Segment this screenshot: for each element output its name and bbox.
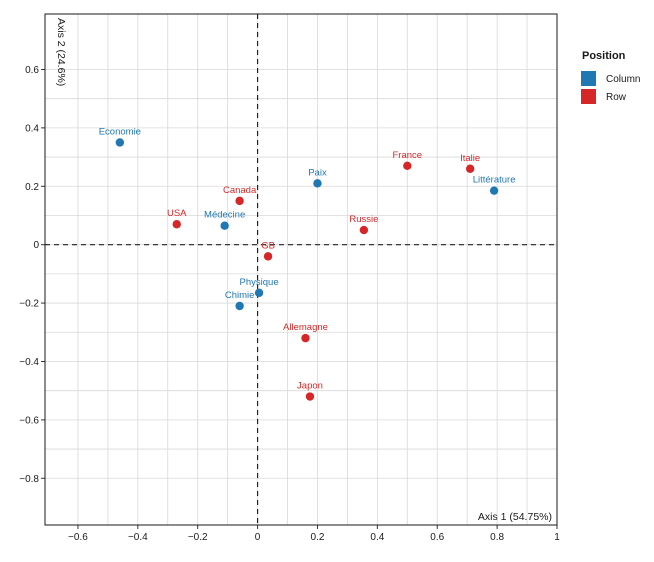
label-japon: Japon <box>297 381 323 392</box>
label-physique: Physique <box>240 277 279 288</box>
point-france <box>403 161 412 171</box>
y-axis-label: Axis 2 (24.6%) <box>55 18 67 86</box>
label-russie: Russie <box>349 214 378 225</box>
point-paix <box>313 179 322 188</box>
point-japon <box>305 392 315 401</box>
point-gb <box>263 252 273 261</box>
x-tick-label: −0.2 <box>188 532 208 543</box>
y-tick-label: 0.2 <box>25 182 39 193</box>
legend-title: Position <box>582 50 626 62</box>
y-tick-label: 0 <box>33 240 39 251</box>
plot-border <box>44 13 558 526</box>
label-economie: Economie <box>99 126 141 137</box>
legend-label-row: Row <box>606 92 627 103</box>
point-chimie <box>235 301 244 311</box>
x-tick-label: 0.2 <box>311 532 325 543</box>
point-canada <box>235 196 244 206</box>
legend-swatch-column <box>581 71 596 86</box>
label-italie: Italie <box>460 153 480 164</box>
point-usa <box>172 220 181 229</box>
y-tick-label: −0.6 <box>19 415 39 426</box>
point-labels: Economie Médecine Paix Littérature Physique C… <box>99 126 516 391</box>
y-tick-label: −0.8 <box>19 474 39 485</box>
x-axis-label: Axis 1 (54.75%) <box>478 511 552 523</box>
point-allemagne <box>301 333 310 343</box>
label-paix: Paix <box>308 167 327 178</box>
label-france: France <box>393 150 423 161</box>
label-chimie: Chimie <box>225 290 255 301</box>
point-italie <box>465 164 475 173</box>
label-medecine: Médecine <box>204 210 245 221</box>
label-usa: USA <box>167 208 187 219</box>
reference-lines <box>45 14 557 525</box>
plot-area <box>45 14 557 525</box>
y-tick-label: −0.2 <box>19 299 39 310</box>
x-tick-label: −0.6 <box>68 532 88 543</box>
legend-label-column: Column <box>606 74 640 85</box>
label-allemagne: Allemagne <box>283 322 328 333</box>
legend-swatch-row <box>581 89 596 104</box>
y-tick-label: 0.4 <box>25 123 39 134</box>
x-tick-label: 0 <box>255 532 261 543</box>
point-economie <box>115 138 125 147</box>
x-tick-label: −0.4 <box>128 532 148 543</box>
legend: Position Column Row <box>581 50 640 104</box>
x-tick-label: 0.8 <box>490 532 504 543</box>
label-canada: Canada <box>223 185 257 196</box>
label-gb: GB <box>261 240 275 251</box>
x-tick-label: 0.6 <box>430 532 444 543</box>
point-russie <box>359 225 369 235</box>
x-axis-ticks: −0.6 −0.4 −0.2 0 0.2 0.4 0.6 0.8 1 <box>68 525 560 543</box>
point-medecine <box>220 221 229 230</box>
x-tick-label: 1 <box>554 532 560 543</box>
point-physique <box>254 288 264 298</box>
y-axis-ticks: −0.8 −0.6 −0.4 −0.2 0 0.2 0.4 0.6 <box>19 65 45 485</box>
point-litterature <box>489 186 499 195</box>
y-tick-label: 0.6 <box>25 65 39 76</box>
x-tick-label: 0.4 <box>370 532 384 543</box>
y-tick-label: −0.4 <box>19 357 39 368</box>
data-points <box>115 138 499 401</box>
label-litterature: Littérature <box>473 175 516 186</box>
